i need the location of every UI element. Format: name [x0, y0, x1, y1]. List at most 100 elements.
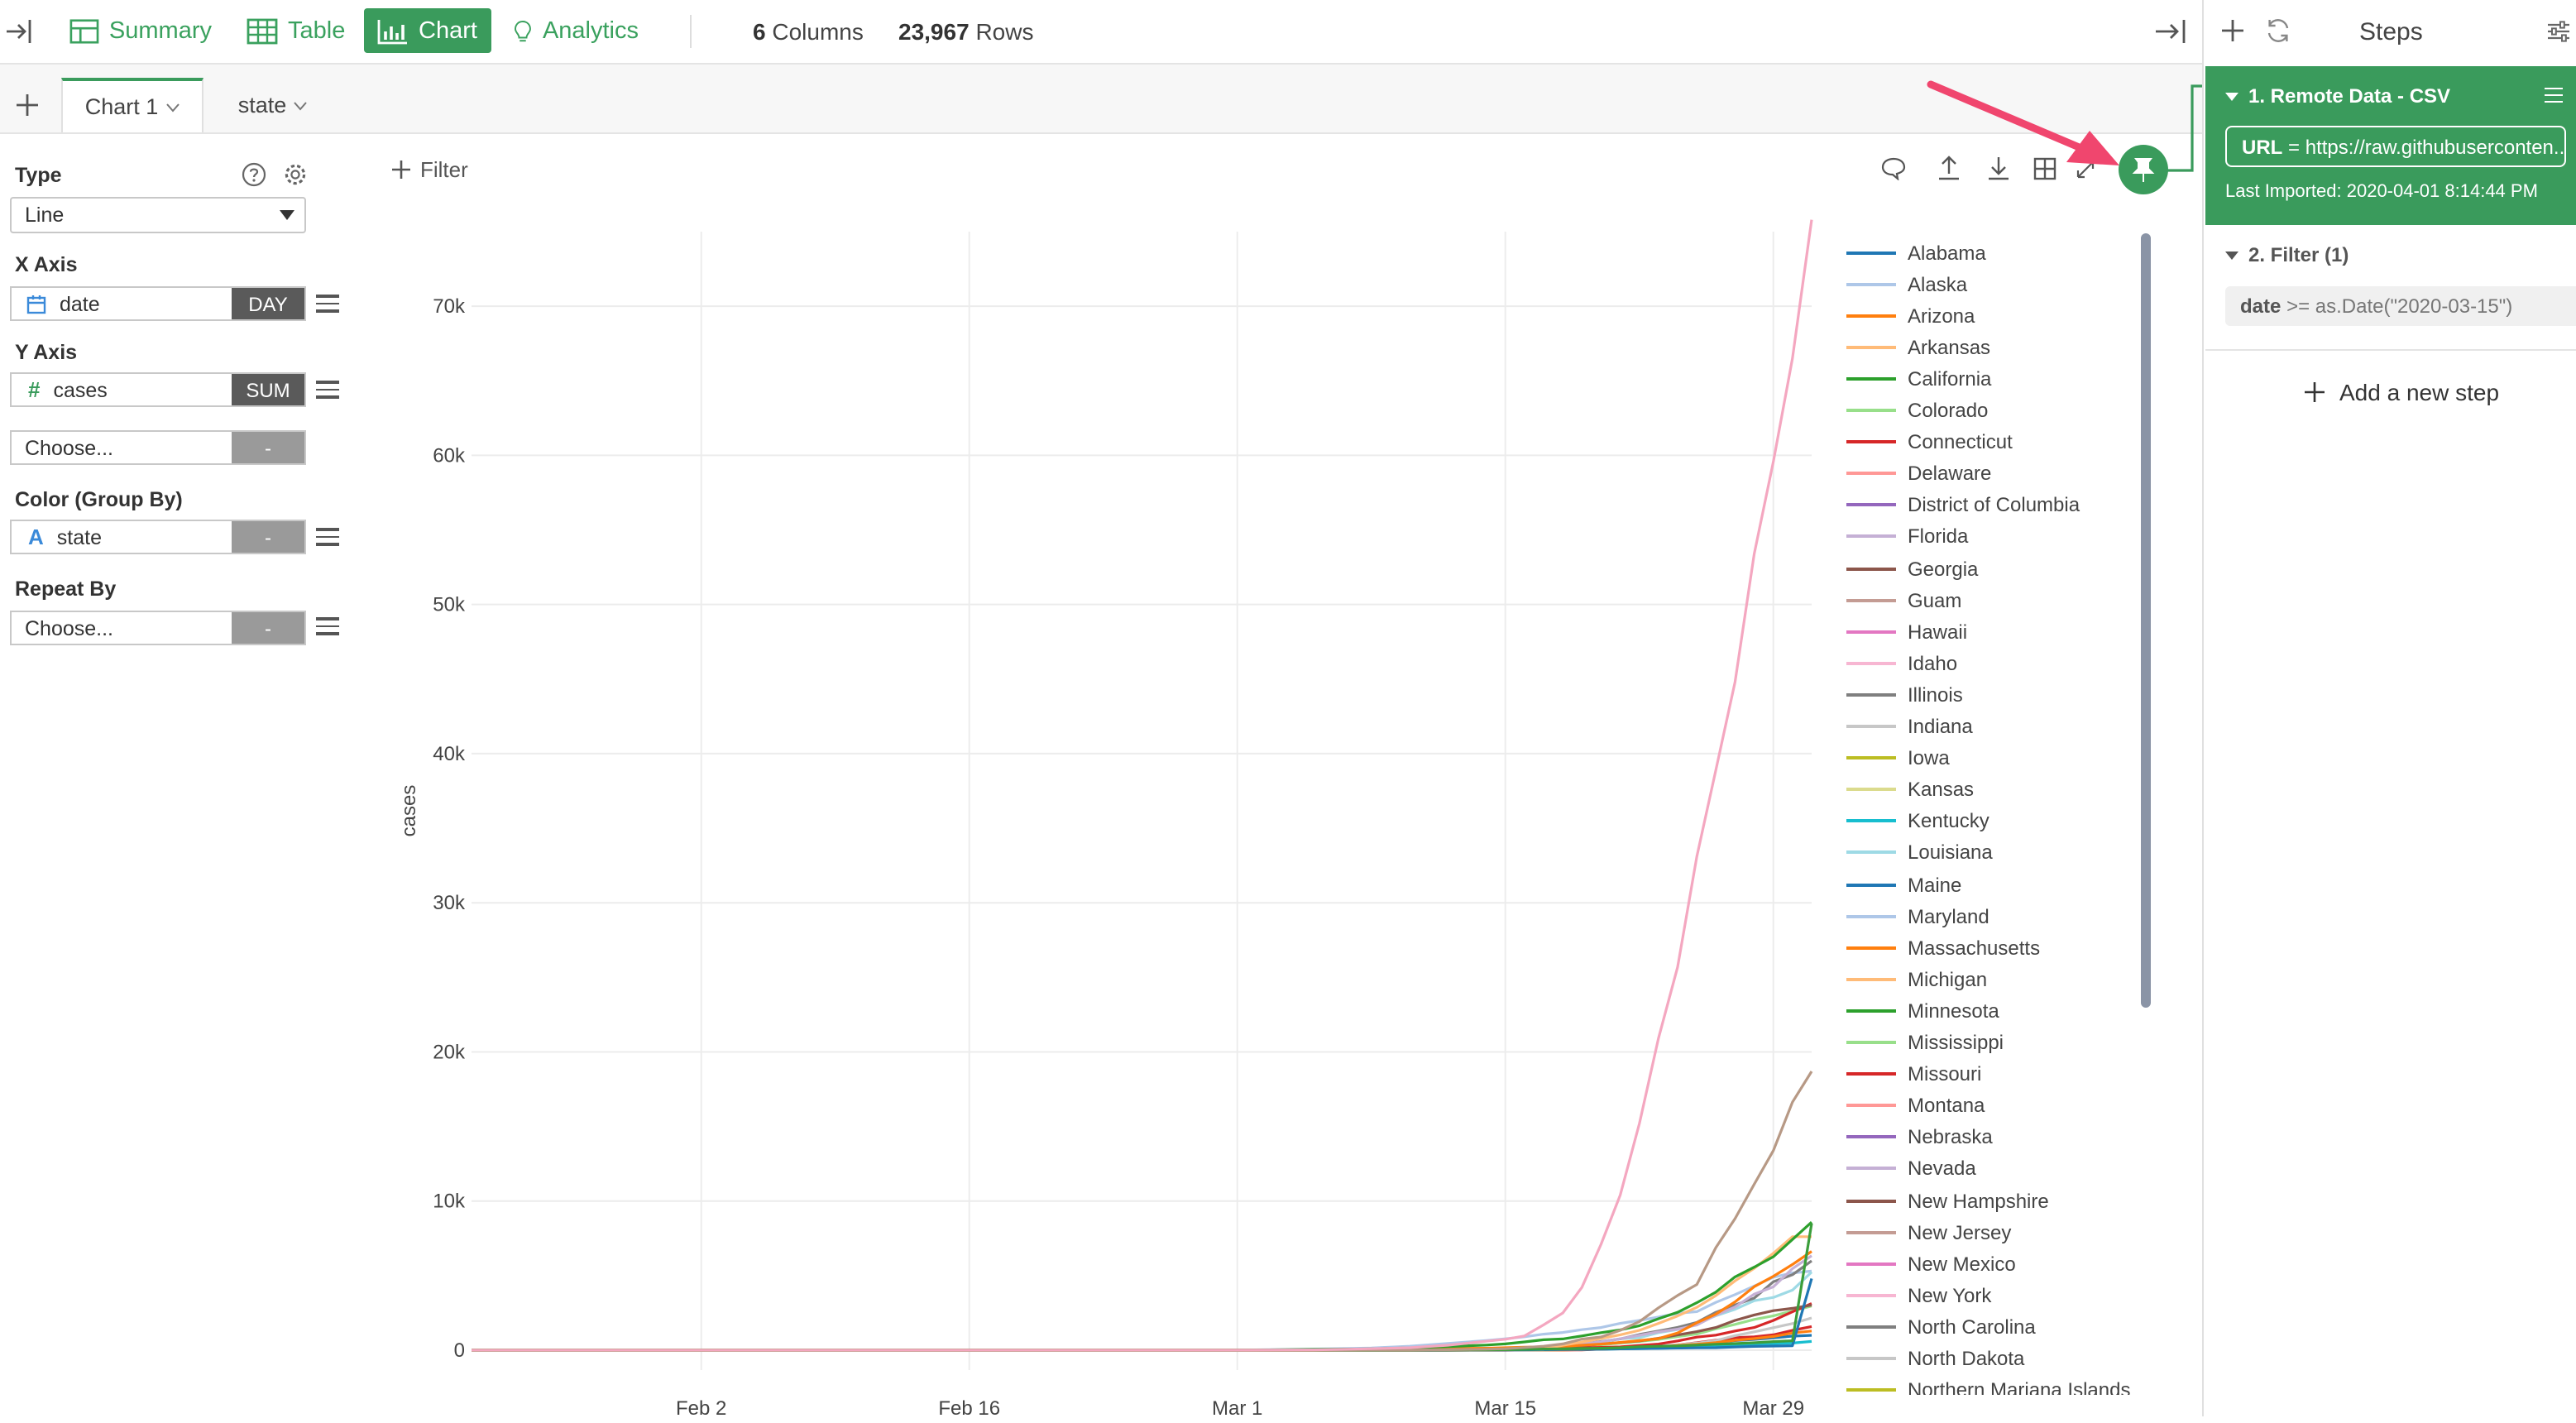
legend-item[interactable]: Alaska [1846, 268, 1967, 299]
y-axis-secondary-field[interactable]: Choose... - [10, 430, 306, 465]
add-new-step-button[interactable]: Add a new step [2305, 379, 2499, 405]
series-line-washington[interactable] [472, 1269, 1812, 1352]
series-line-new-jersey[interactable] [472, 1071, 1813, 1352]
y-axis-field[interactable]: # cases SUM [10, 372, 306, 407]
steps-title: Steps [2359, 18, 2423, 46]
sliders-icon[interactable] [2546, 20, 2571, 43]
nav-summary[interactable]: Summary [56, 8, 225, 53]
step-1-url-key: URL [2242, 135, 2283, 158]
color-group-field[interactable]: A state - [10, 520, 306, 554]
chart-type-select[interactable]: Line [10, 197, 306, 233]
legend-item[interactable]: Florida [1846, 521, 1968, 553]
step-remote-data[interactable]: 1. Remote Data - CSV URL = https://raw.g… [2205, 66, 2576, 225]
legend-label: Florida [1908, 525, 1969, 549]
legend-item[interactable]: Idaho [1846, 648, 1957, 679]
legend-item[interactable]: Delaware [1846, 458, 1991, 489]
legend-item[interactable]: Connecticut [1846, 426, 2013, 458]
pin-button-icon[interactable] [2118, 144, 2169, 195]
legend-item[interactable]: Georgia [1846, 553, 1978, 584]
repeat-by-aggregation[interactable]: - [232, 612, 304, 644]
y-axis-secondary-aggregation[interactable]: - [232, 432, 304, 463]
collapse-right-icon[interactable] [2154, 18, 2187, 45]
y-axis-menu-icon[interactable] [316, 381, 339, 400]
step-1-menu-icon[interactable] [2545, 88, 2563, 108]
legend-scrollbar[interactable] [2141, 233, 2151, 1008]
rows-label: Rows [975, 18, 1034, 45]
nav-chart[interactable]: Chart [364, 8, 491, 53]
legend-item[interactable]: District of Columbia [1846, 490, 2080, 521]
series-line-california[interactable] [472, 1221, 1813, 1352]
color-group-menu-icon[interactable] [316, 528, 339, 548]
filter-button[interactable]: Filter [392, 157, 468, 182]
series-line-louisiana[interactable] [472, 1271, 1813, 1352]
nav-table[interactable]: Table [233, 8, 359, 53]
y-axis-aggregation[interactable]: SUM [232, 374, 304, 405]
legend-label: Montana [1908, 1094, 1985, 1118]
repeat-by-field[interactable]: Choose... - [10, 611, 306, 645]
legend-item[interactable]: Guam [1846, 584, 1961, 616]
top-nav-bar: Summary Table Chart Analytics 6 Columns … [0, 0, 2202, 65]
legend-item[interactable]: Iowa [1846, 742, 1950, 774]
legend-item[interactable]: California [1846, 363, 1991, 395]
plus-icon [2305, 382, 2325, 402]
x-axis-menu-icon[interactable] [316, 295, 339, 314]
comment-icon[interactable] [1881, 157, 1906, 180]
series-line-new-york[interactable] [472, 219, 1813, 1352]
legend-item[interactable]: Illinois [1846, 679, 1963, 711]
grid-view-icon[interactable] [2033, 157, 2056, 180]
step-1-url-field[interactable]: URL = https://raw.githubuserconten... [2225, 126, 2566, 167]
legend-item[interactable]: Nevada [1846, 1153, 1976, 1185]
collapse-triangle-icon[interactable] [2225, 92, 2238, 100]
legend-item[interactable]: Maine [1846, 869, 1961, 900]
chart-series-lines [472, 219, 1813, 1352]
legend-item[interactable]: Colorado [1846, 395, 1988, 426]
step-filter[interactable]: 2. Filter (1) date >= as.Date("2020-03-1… [2205, 225, 2576, 351]
legend-item[interactable]: Mississippi [1846, 1027, 2004, 1058]
x-axis-aggregation[interactable]: DAY [232, 288, 304, 319]
add-step-plus-icon[interactable] [2222, 20, 2243, 41]
legend-item[interactable]: New York [1846, 1280, 1991, 1311]
tab-chart-1[interactable]: Chart 1 [61, 78, 203, 132]
tab-state[interactable]: state [215, 78, 331, 132]
legend-item[interactable]: North Dakota [1846, 1343, 2024, 1374]
expand-icon[interactable] [2076, 161, 2095, 179]
legend-item[interactable]: Louisiana [1846, 837, 1993, 869]
repeat-by-menu-icon[interactable] [316, 617, 339, 637]
legend-item[interactable]: North Carolina [1846, 1311, 2036, 1343]
legend-item[interactable]: Kentucky [1846, 806, 1989, 837]
x-axis-field[interactable]: date DAY [10, 286, 306, 321]
legend-item[interactable]: New Mexico [1846, 1248, 2016, 1279]
legend-item[interactable]: Hawaii [1846, 616, 1967, 647]
help-icon[interactable] [242, 162, 266, 187]
legend-item[interactable]: Alabama [1846, 237, 1986, 268]
legend-item[interactable]: Kansas [1846, 774, 1974, 805]
refresh-icon[interactable] [2265, 18, 2291, 43]
legend-swatch [1846, 1072, 1896, 1076]
legend-item[interactable]: Montana [1846, 1090, 1985, 1121]
gear-icon[interactable] [283, 162, 308, 187]
legend-item[interactable]: Arizona [1846, 299, 1975, 331]
step-2-expression[interactable]: date >= as.Date("2020-03-15") [2225, 286, 2576, 326]
nav-analytics[interactable]: Analytics [500, 8, 652, 53]
legend-item[interactable]: Maryland [1846, 900, 1989, 932]
legend-swatch [1846, 1199, 1896, 1202]
legend-item[interactable]: Indiana [1846, 711, 1973, 742]
download-icon[interactable] [1987, 156, 2010, 180]
legend-label: Idaho [1908, 651, 1958, 675]
legend-item[interactable]: Northern Mariana Islands [1846, 1374, 2130, 1395]
legend-item[interactable]: Nebraska [1846, 1122, 1993, 1153]
legend-item[interactable]: Missouri [1846, 1058, 1981, 1090]
collapse-triangle-icon[interactable] [2225, 251, 2238, 259]
legend-item[interactable]: Michigan [1846, 964, 1987, 995]
legend-label: Iowa [1908, 746, 1950, 770]
legend-label: New York [1908, 1283, 1992, 1307]
legend-item[interactable]: Arkansas [1846, 332, 1990, 363]
legend-item[interactable]: New Jersey [1846, 1216, 2011, 1248]
add-tab-icon[interactable] [17, 94, 38, 116]
legend-item[interactable]: Massachusetts [1846, 932, 2040, 963]
collapse-left-icon[interactable] [5, 18, 35, 45]
export-icon[interactable] [1937, 156, 1961, 180]
legend-item[interactable]: New Hampshire [1846, 1185, 2049, 1216]
color-group-aggregation[interactable]: - [232, 521, 304, 553]
legend-item[interactable]: Minnesota [1846, 995, 1999, 1027]
